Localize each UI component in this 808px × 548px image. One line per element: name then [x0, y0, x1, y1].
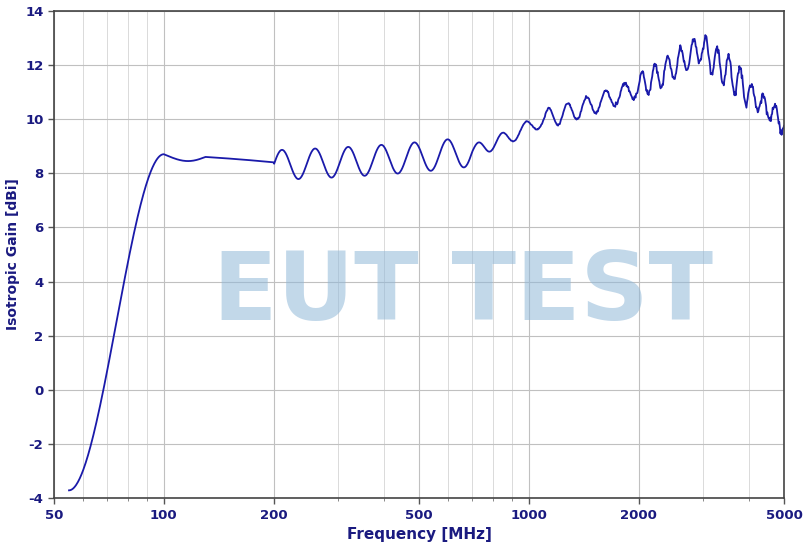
Text: EUT TEST: EUT TEST: [213, 248, 713, 340]
X-axis label: Frequency [MHz]: Frequency [MHz]: [347, 527, 491, 543]
Y-axis label: Isotropic Gain [dBi]: Isotropic Gain [dBi]: [6, 179, 19, 330]
